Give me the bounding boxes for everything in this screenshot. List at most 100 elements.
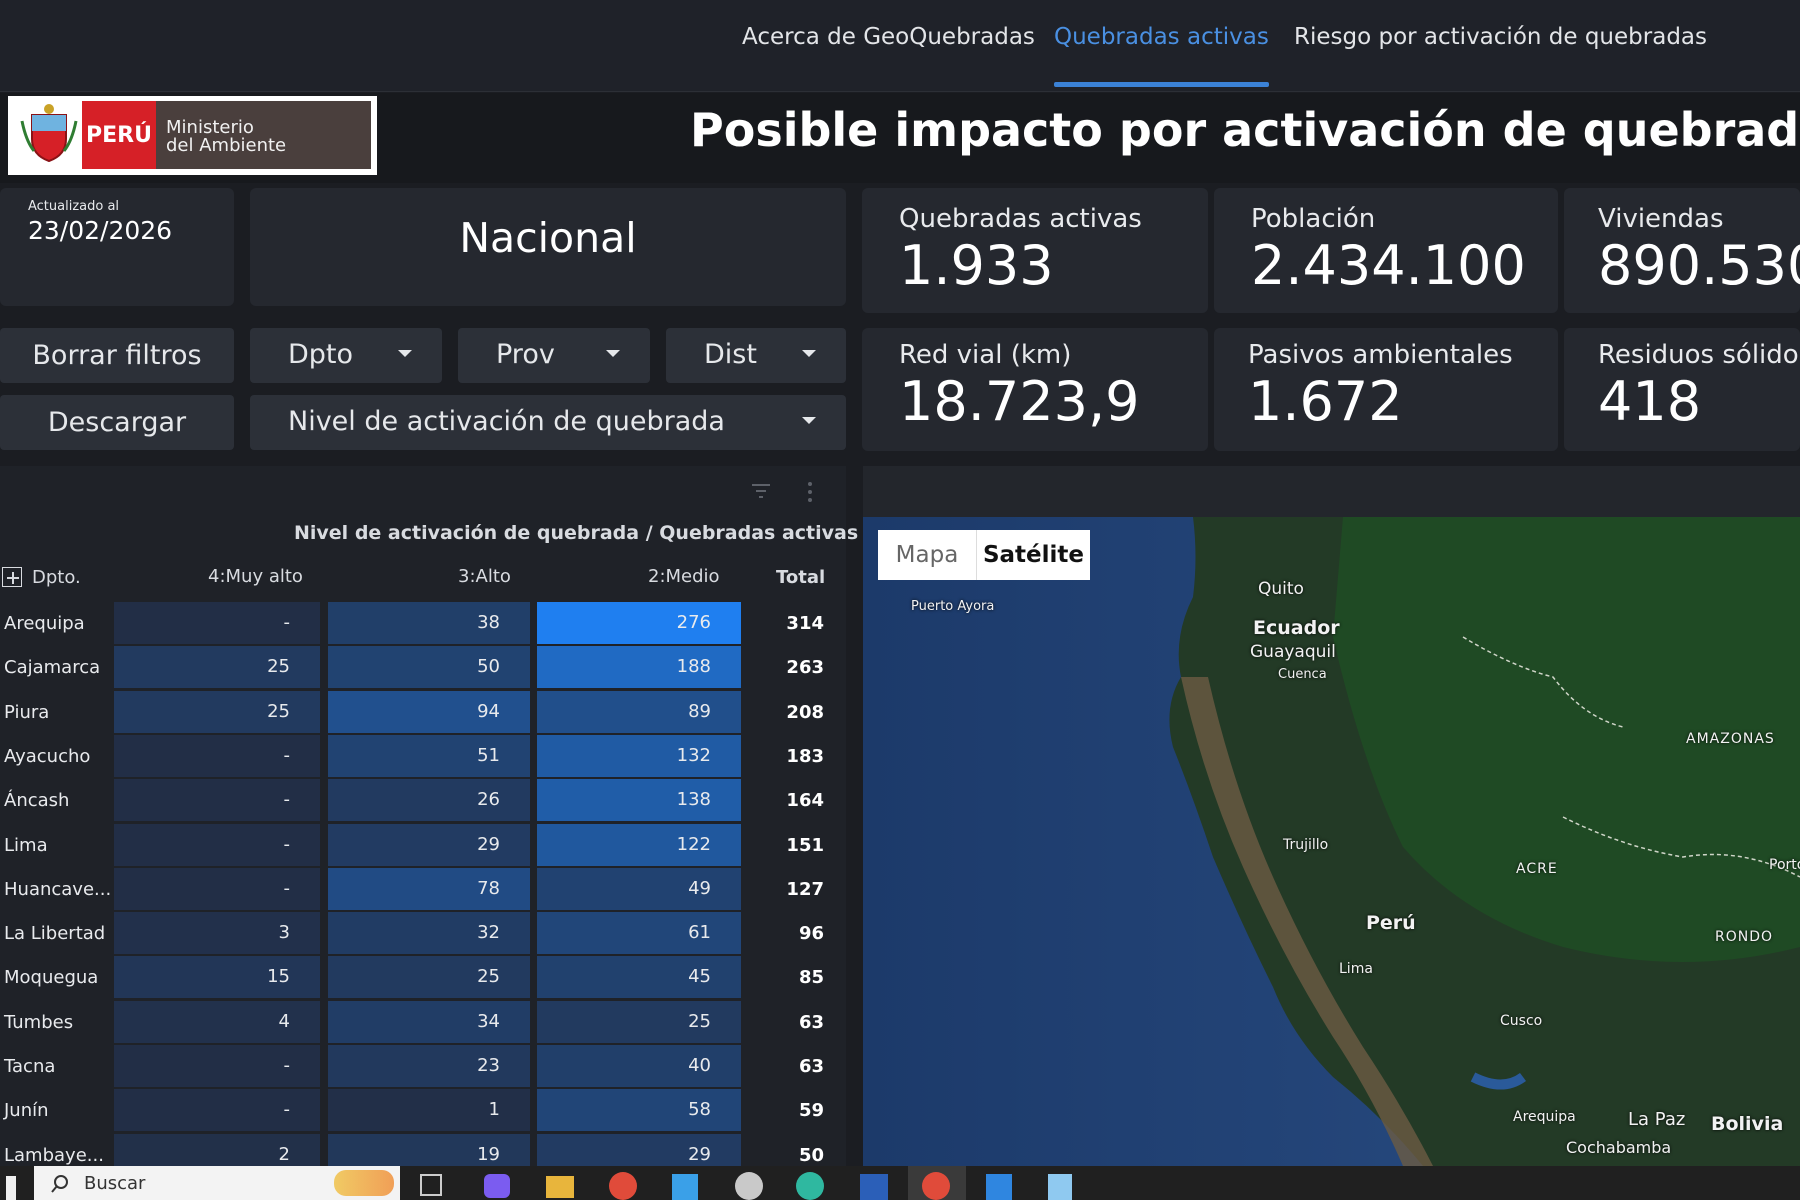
task-view-icon[interactable]	[420, 1174, 442, 1196]
header-total[interactable]: Total	[776, 567, 826, 588]
map-label: La Paz	[1628, 1109, 1686, 1130]
header-muy-alto[interactable]: 4:Muy alto	[208, 566, 303, 587]
matrix-cell-alto[interactable]: 34	[328, 1000, 530, 1043]
prov-dropdown[interactable]: Prov	[458, 328, 650, 383]
windows-start-icon[interactable]	[6, 1176, 16, 1200]
dist-dropdown[interactable]: Dist	[666, 328, 846, 383]
kpi-label: Quebradas activas	[899, 204, 1142, 234]
matrix-cell-medio[interactable]: 25	[537, 1000, 741, 1043]
matrix-cell-muyalto[interactable]: 15	[114, 956, 320, 999]
map-terrain	[863, 517, 1800, 1166]
matrix-cell-alto[interactable]: 51	[328, 734, 530, 777]
matrix-cell-alto[interactable]: 25	[328, 956, 530, 999]
matrix-cell-muyalto[interactable]: -	[114, 1045, 320, 1087]
file-explorer-icon[interactable]	[546, 1176, 574, 1198]
matrix-cell-muyalto[interactable]: -	[114, 602, 320, 644]
tab-active-ravines[interactable]: Quebradas activas	[1054, 24, 1269, 87]
row-dpto-name[interactable]: Moquegua	[4, 967, 99, 989]
map-label: AMAZONAS	[1686, 731, 1775, 747]
matrix-cell-alto[interactable]: 78	[328, 867, 530, 910]
copilot-icon[interactable]	[484, 1174, 510, 1198]
kpi-pasivos: Pasivos ambientales 1.672	[1214, 328, 1558, 451]
paint-icon[interactable]	[735, 1172, 763, 1200]
app-icon-2[interactable]	[1048, 1174, 1072, 1200]
edge-icon[interactable]	[796, 1172, 824, 1200]
matrix-cell-medio[interactable]: 122	[537, 823, 741, 866]
matrix-cell-medio[interactable]: 188	[537, 646, 741, 689]
filter-icon[interactable]	[750, 482, 772, 500]
updated-card: Actualizado al 23/02/2026	[0, 188, 234, 306]
matrix-cell-total: 59	[798, 1100, 824, 1122]
coat-of-arms-icon	[14, 101, 84, 169]
row-dpto-name[interactable]: Junín	[4, 1100, 49, 1122]
matrix-cell-total: 63	[798, 1056, 824, 1077]
matrix-cell-muyalto[interactable]: 25	[114, 646, 320, 689]
kpi-label: Viviendas	[1598, 204, 1724, 234]
row-dpto-name[interactable]: Tumbes	[4, 1011, 74, 1033]
row-dpto-name[interactable]: Cajamarca	[4, 657, 101, 679]
satellite-view-button[interactable]: Satélite	[976, 530, 1090, 580]
tab-risk[interactable]: Riesgo por activación de quebradas	[1294, 24, 1707, 50]
map-label: Quito	[1258, 579, 1304, 599]
matrix-cell-medio[interactable]: 132	[537, 734, 741, 777]
chrome-active-icon[interactable]	[922, 1172, 950, 1200]
kpi-viviendas: Viviendas 890.530	[1564, 188, 1800, 313]
map-label: Ecuador	[1253, 617, 1340, 639]
matrix-cell-medio[interactable]: 89	[537, 690, 741, 733]
matrix-cell-muyalto[interactable]: -	[114, 823, 320, 866]
taskbar-search[interactable]: Buscar	[34, 1166, 400, 1200]
store-icon[interactable]	[672, 1174, 698, 1200]
matrix-cell-muyalto[interactable]: -	[114, 734, 320, 777]
row-dpto-name[interactable]: Ayacucho	[4, 745, 91, 767]
row-dpto-name[interactable]: Áncash	[4, 790, 70, 812]
matrix-cell-muyalto[interactable]: -	[114, 779, 320, 822]
word-icon[interactable]	[860, 1174, 888, 1200]
matrix-cell-alto[interactable]: 26	[328, 779, 530, 822]
map-view-button[interactable]: Mapa	[878, 530, 976, 580]
row-dpto-name[interactable]: Tacna	[4, 1056, 56, 1077]
tab-about[interactable]: Acerca de GeoQuebradas	[742, 24, 1035, 50]
matrix-cell-medio[interactable]: 138	[537, 779, 741, 822]
row-dpto-name[interactable]: Huancave...	[4, 878, 112, 900]
matrix-cell-medio[interactable]: 276	[537, 602, 741, 644]
matrix-cell-alto[interactable]: 23	[328, 1045, 530, 1087]
app-icon[interactable]	[986, 1174, 1012, 1200]
dpto-dropdown[interactable]: Dpto	[250, 328, 442, 383]
row-dpto-name[interactable]: Piura	[4, 701, 50, 723]
row-dpto-name[interactable]: Lambaye...	[4, 1144, 104, 1166]
matrix-cell-alto[interactable]: 94	[328, 690, 530, 733]
row-dpto-name[interactable]: Arequipa	[4, 613, 85, 634]
matrix-cell-alto[interactable]: 1	[328, 1089, 530, 1132]
satellite-map[interactable]: Mapa Satélite Quito Puerto Ayora Ecuador…	[863, 517, 1800, 1166]
matrix-cell-muyalto[interactable]: 4	[114, 1000, 320, 1043]
expand-icon[interactable]	[2, 567, 22, 587]
matrix-cell-total: 208	[786, 701, 824, 723]
matrix-cell-muyalto[interactable]: -	[114, 1089, 320, 1132]
download-button[interactable]: Descargar	[0, 395, 234, 450]
matrix-cell-muyalto[interactable]: 25	[114, 690, 320, 733]
header-alto[interactable]: 3:Alto	[458, 566, 511, 587]
matrix-cell-muyalto[interactable]: 3	[114, 912, 320, 955]
activation-level-dropdown[interactable]: Nivel de activación de quebrada	[250, 395, 846, 450]
scope-card: Nacional	[250, 188, 846, 306]
matrix-cell-alto[interactable]: 32	[328, 912, 530, 955]
matrix-cell-medio[interactable]: 61	[537, 912, 741, 955]
matrix-cell-total: 263	[786, 657, 824, 679]
header-dpto[interactable]: Dpto.	[32, 567, 81, 588]
matrix-cell-muyalto[interactable]: -	[114, 867, 320, 910]
header-medio[interactable]: 2:Medio	[648, 566, 720, 587]
map-label: Lima	[1339, 961, 1373, 977]
matrix-cell-alto[interactable]: 50	[328, 646, 530, 689]
matrix-cell-alto[interactable]: 29	[328, 823, 530, 866]
clear-filters-button[interactable]: Borrar filtros	[0, 328, 234, 383]
matrix-cell-medio[interactable]: 49	[537, 867, 741, 910]
more-options-icon[interactable]	[806, 480, 814, 504]
matrix-cell-medio[interactable]: 58	[537, 1089, 741, 1132]
matrix-cell-medio[interactable]: 40	[537, 1045, 741, 1087]
matrix-cell-medio[interactable]: 45	[537, 956, 741, 999]
chrome-icon[interactable]	[609, 1172, 637, 1200]
kpi-label: Red vial (km)	[899, 340, 1072, 370]
row-dpto-name[interactable]: La Libertad	[4, 923, 106, 945]
row-dpto-name[interactable]: Lima	[4, 834, 48, 856]
matrix-cell-alto[interactable]: 38	[328, 602, 530, 644]
